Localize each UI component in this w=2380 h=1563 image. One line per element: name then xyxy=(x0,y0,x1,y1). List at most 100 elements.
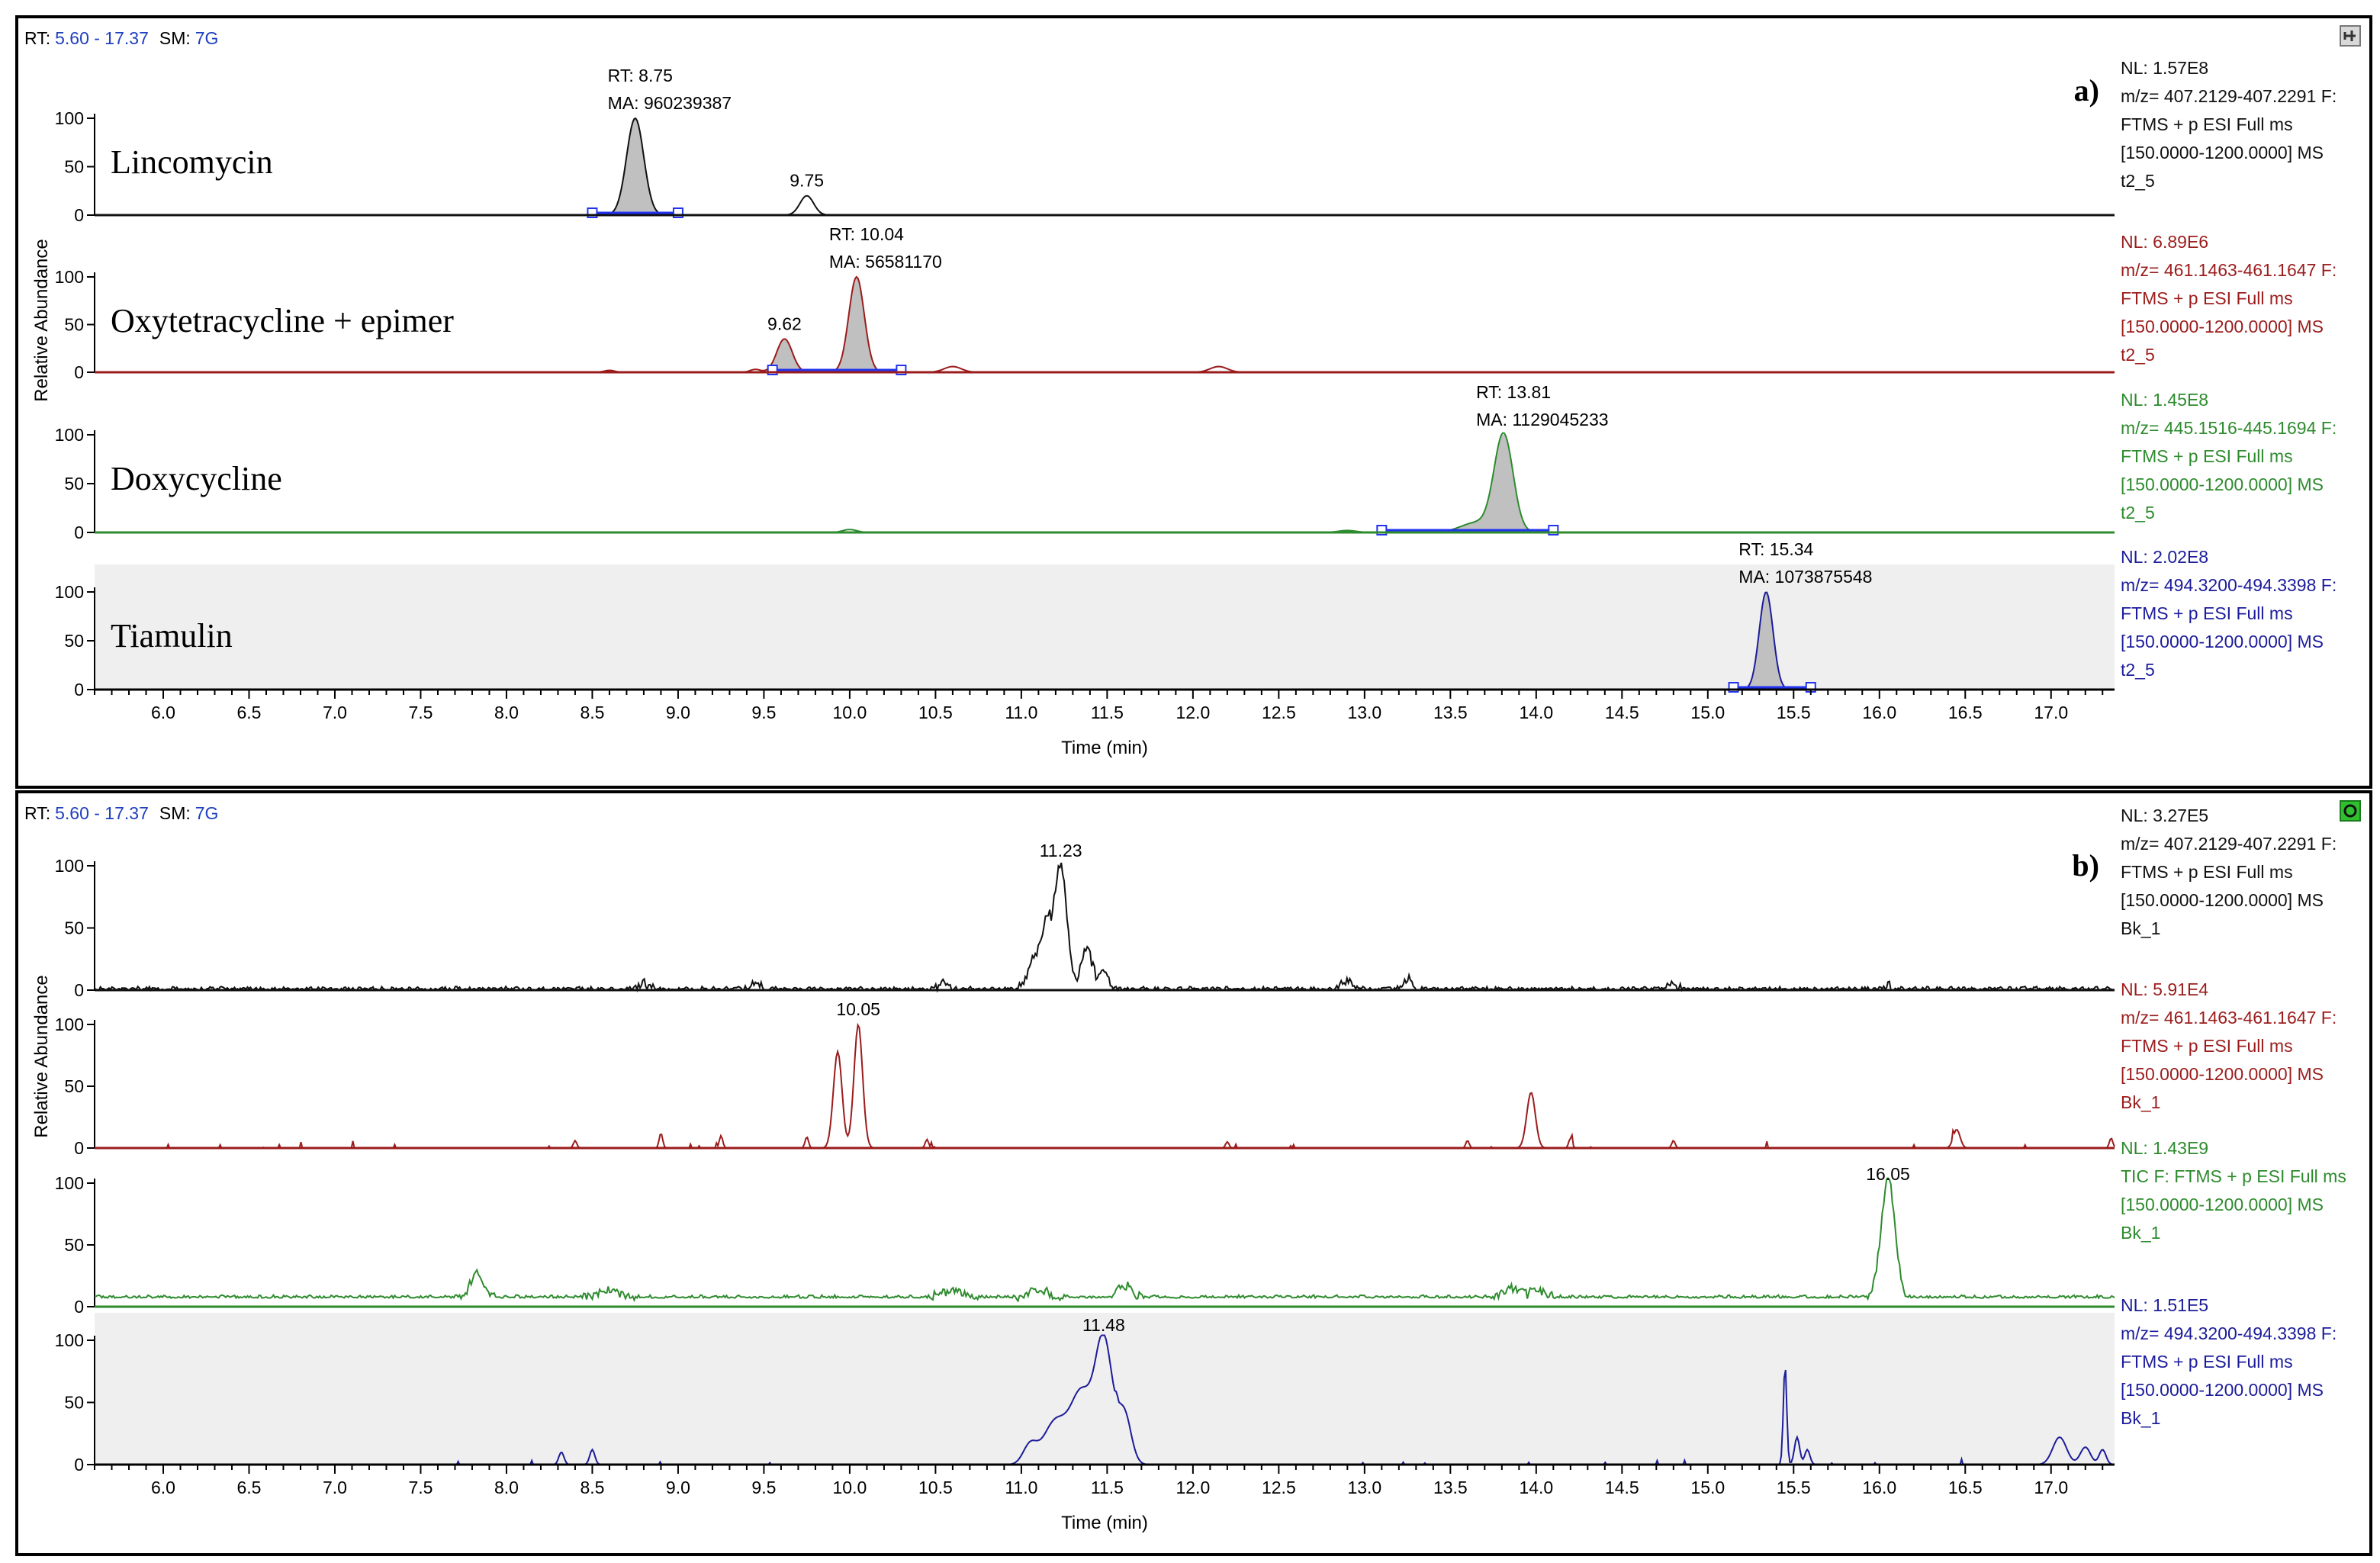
x-tick-label: 15.5 xyxy=(1777,1478,1811,1497)
y-tick-label: 50 xyxy=(64,157,84,177)
x-tick-label: 9.5 xyxy=(751,703,776,722)
x-tick-label: 14.5 xyxy=(1605,703,1639,722)
trace-info-line: TIC F: FTMS + p ESI Full ms xyxy=(2121,1166,2346,1186)
x-tick-label: 8.5 xyxy=(580,1478,604,1497)
trace-info-line: [150.0000-1200.0000] MS xyxy=(2121,1380,2324,1400)
compound-name: Lincomycin xyxy=(111,143,273,181)
x-tick-label: 13.5 xyxy=(1433,1478,1468,1497)
y-tick-label: 0 xyxy=(74,523,84,542)
trace-line xyxy=(94,1177,2115,1303)
panel-frame xyxy=(15,15,2372,789)
y-tick-label: 50 xyxy=(64,1076,84,1096)
sm-prefix: SM: xyxy=(159,803,191,823)
trace-info-line: FTMS + p ESI Full ms xyxy=(2121,862,2293,882)
pin-icon[interactable] xyxy=(2340,25,2361,47)
peak-label: MA: 960239387 xyxy=(608,93,732,113)
peak-area-1 xyxy=(607,118,663,215)
x-tick-label: 10.0 xyxy=(833,703,867,722)
x-tick-label: 8.0 xyxy=(494,703,519,722)
peak-label: MA: 1073875548 xyxy=(1738,567,1872,587)
x-tick-label: 17.0 xyxy=(2034,1478,2068,1497)
y-tick-label: 100 xyxy=(55,267,84,287)
y-tick-label: 50 xyxy=(64,631,84,651)
compound-name: Oxytetracycline + epimer xyxy=(111,302,454,339)
peak-area-1 xyxy=(831,277,882,372)
x-tick-label: 8.5 xyxy=(580,703,604,722)
x-tick-label: 12.0 xyxy=(1176,1478,1210,1497)
trace-info-line: m/z= 445.1516-445.1694 F: xyxy=(2121,418,2337,438)
peak-label: MA: 56581170 xyxy=(829,252,942,272)
trace-info-line: FTMS + p ESI Full ms xyxy=(2121,1036,2293,1056)
x-tick-label: 16.0 xyxy=(1862,703,1896,722)
pin-icon-glyph xyxy=(2343,31,2356,41)
trace-info-line: t2_5 xyxy=(2121,660,2155,680)
panel-header: RT: 5.60 - 17.37 SM: 7G xyxy=(24,803,218,823)
trace-info-line: Bk_1 xyxy=(2121,918,2160,938)
trace-line xyxy=(95,432,2115,533)
x-tick-label: 7.0 xyxy=(323,703,347,722)
trace-info-line: [150.0000-1200.0000] MS xyxy=(2121,1064,2324,1084)
x-tick-label: 11.5 xyxy=(1091,1478,1124,1497)
trace-line xyxy=(94,862,2115,993)
x-tick-label: 15.0 xyxy=(1690,703,1725,722)
x-axis-title: Time (min) xyxy=(1061,1513,1148,1533)
trace-3: 100 50 0 16.05 NL: 1.43E9 TIC F: FTMS + p ESI… xyxy=(55,1138,2346,1317)
y-tick-label: 100 xyxy=(55,856,84,876)
x-axis-title: Time (min) xyxy=(1061,738,1148,758)
trace-info-line: m/z= 461.1463-461.1647 F: xyxy=(2121,1008,2337,1028)
x-tick-label: 10.0 xyxy=(833,1478,867,1497)
x-tick-label: 6.0 xyxy=(151,703,175,722)
trace-info-line: [150.0000-1200.0000] MS xyxy=(2121,143,2324,162)
trace-info-line: FTMS + p ESI Full ms xyxy=(2121,114,2293,134)
trace-info-line: NL: 3.27E5 xyxy=(2121,806,2208,825)
refresh-icon-glyph xyxy=(2343,804,2357,818)
trace-1: 100 50 0 Lincomycin RT: 8.75 MA: 960239387 9.7… xyxy=(55,58,2337,225)
y-tick-label: 100 xyxy=(55,1173,84,1193)
trace-4: 100 50 0 11.48 NL: 1.51E5 m/z= 494.3200-494.3… xyxy=(55,1295,2337,1475)
y-tick-label: 100 xyxy=(55,425,84,445)
sm-value: 7G xyxy=(195,28,219,48)
x-tick-label: 12.5 xyxy=(1262,1478,1296,1497)
trace-info-line: t2_5 xyxy=(2121,503,2155,523)
x-tick-label: 15.0 xyxy=(1690,1478,1725,1497)
x-axis: 6.0 6.5 7.0 7.5 8.0 8.5 9.0 9.5 10.0 10.5 11.0 11.5… xyxy=(94,688,2115,758)
x-tick-label: 6.0 xyxy=(151,1478,175,1497)
peak-label: 9.75 xyxy=(790,171,824,191)
refresh-icon[interactable] xyxy=(2340,800,2361,822)
x-tick-label: 8.0 xyxy=(494,1478,519,1497)
trace-info-line: NL: 1.51E5 xyxy=(2121,1295,2208,1315)
x-tick-label: 17.0 xyxy=(2034,703,2068,722)
pin-icon-bg xyxy=(2340,25,2361,47)
peak-label: 9.62 xyxy=(767,314,802,333)
trace-info-line: [150.0000-1200.0000] MS xyxy=(2121,474,2324,494)
x-tick-label: 11.5 xyxy=(1091,703,1124,722)
sm-prefix: SM: xyxy=(159,28,191,48)
trace-info-line: FTMS + p ESI Full ms xyxy=(2121,446,2293,466)
x-tick-label: 14.5 xyxy=(1605,1478,1639,1497)
x-tick-label: 11.0 xyxy=(1005,703,1037,722)
y-tick-label: 50 xyxy=(64,1393,84,1413)
x-tick-label: 14.0 xyxy=(1519,703,1553,722)
trace-info-line: m/z= 407.2129-407.2291 F: xyxy=(2121,86,2337,106)
trace-2: 100 50 0 Oxytetracycline + epimer RT: 10.04 M… xyxy=(55,224,2337,382)
trace-info-line: t2_5 xyxy=(2121,345,2155,365)
peak-label: RT: 8.75 xyxy=(608,66,673,85)
peak-label: RT: 15.34 xyxy=(1738,539,1813,559)
trace-info-line: [150.0000-1200.0000] MS xyxy=(2121,317,2324,336)
x-tick-label: 15.5 xyxy=(1777,703,1811,722)
panel-header: RT: 5.60 - 17.37 SM: 7G xyxy=(24,28,218,48)
y-tick-label: 50 xyxy=(64,315,84,335)
peak-label: 11.48 xyxy=(1082,1315,1125,1335)
y-tick-label: 0 xyxy=(74,205,84,225)
y-tick-label: 100 xyxy=(55,108,84,128)
x-tick-label: 9.0 xyxy=(666,703,690,722)
y-tick-label: 50 xyxy=(64,918,84,938)
rt-prefix: RT: xyxy=(24,803,50,823)
x-tick-label: 6.5 xyxy=(236,703,261,722)
rt-range: 5.60 - 17.37 xyxy=(55,28,149,48)
y-tick-label: 0 xyxy=(74,1138,84,1158)
x-tick-label: 16.0 xyxy=(1862,1478,1896,1497)
trace-1: 100 50 0 11.23 NL: 3.27E5 m/z= 407.2129-407.2… xyxy=(55,806,2337,1000)
trace-info-line: FTMS + p ESI Full ms xyxy=(2121,288,2293,308)
